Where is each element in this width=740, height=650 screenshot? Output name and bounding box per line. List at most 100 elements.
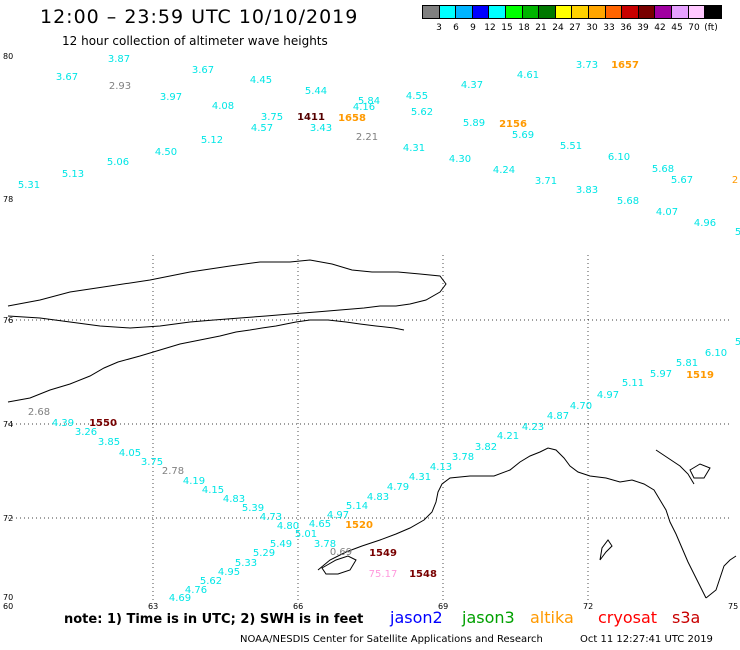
- coast-east: [705, 555, 737, 599]
- wave-height-label: 5.62: [411, 107, 433, 118]
- wave-height-label: 4.79: [387, 482, 409, 493]
- wave-height-label: 5.06: [107, 157, 129, 168]
- wave-height-label: 3.67: [192, 65, 214, 76]
- wave-height-label: 5: [735, 337, 740, 348]
- wave-height-label: 75.17: [369, 569, 398, 580]
- wave-height-label: 3.75: [261, 112, 283, 123]
- wave-height-label: 4.83: [223, 494, 245, 505]
- observations: 3.87 3.67 2.93 3.67 4.45 3.97 4.08 5.44 5.844.16…: [18, 54, 740, 604]
- wave-height-label: 3.83: [576, 185, 598, 196]
- sat-s3a: s3a: [672, 608, 701, 627]
- wave-height-label: 4.23: [522, 422, 544, 433]
- wave-height-label: 2.93: [109, 81, 131, 92]
- wave-height-label: 4.57: [251, 123, 273, 134]
- longitude-labels: 60 63 66 69 72 75: [3, 602, 738, 611]
- wave-height-label: 3.85: [98, 437, 120, 448]
- credit-line: NOAA/NESDIS Center for Satellite Applica…: [240, 634, 543, 645]
- wave-height-label: 2: [732, 175, 738, 186]
- page-subtitle: 12 hour collection of altimeter wave hei…: [62, 34, 328, 48]
- wave-height-label: 5.33: [235, 558, 257, 569]
- wave-height-label: 4.30: [449, 154, 471, 165]
- legend-swatch: [704, 5, 722, 19]
- wave-height-label: 4.31: [403, 143, 425, 154]
- wave-height-label: 4.55: [406, 91, 428, 102]
- legend-label: 12: [484, 23, 496, 33]
- wave-height-label: 2156: [499, 119, 527, 130]
- wave-height-label: 1411: [297, 112, 325, 123]
- wave-height-label: 5.39: [242, 503, 264, 514]
- wave-height-label: 4.13: [430, 462, 452, 473]
- legend-label: 15: [501, 23, 513, 33]
- legend-label: 33: [603, 23, 615, 33]
- wave-height-label: 1548: [409, 569, 437, 580]
- lon-label: 69: [438, 602, 448, 611]
- wave-height-label: 5.62: [200, 576, 222, 587]
- wave-height-label: 4.61: [517, 70, 539, 81]
- coast-peninsula-north: [7, 259, 447, 329]
- wave-height-label: 4.73: [260, 512, 282, 523]
- footer-note: note: 1) Time is in UTC; 2) SWH is in fe…: [64, 612, 364, 627]
- graticule: [8, 255, 732, 600]
- wave-height-label: 2.78: [162, 466, 184, 477]
- coast-peninsula-south: [7, 319, 405, 403]
- coast-east-2: [655, 449, 695, 485]
- wave-height-label: 1658: [338, 113, 366, 124]
- wave-height-label: 3.71: [535, 176, 557, 187]
- legend-label: 36: [620, 23, 632, 33]
- page-title: 12:00 – 23:59 UTC 10/10/2019: [40, 6, 359, 28]
- wave-height-label: 5.89: [463, 118, 485, 129]
- wave-height-label: 5.81: [676, 358, 698, 369]
- coast-island-3: [689, 463, 711, 479]
- wave-height-label: 5.29: [253, 548, 275, 559]
- wave-height-label: 3.43: [310, 123, 332, 134]
- wave-height-label: 4.39: [52, 418, 74, 429]
- legend-label: 39: [637, 23, 649, 33]
- generation-timestamp: Oct 11 12:27:41 UTC 2019: [580, 634, 713, 645]
- wave-height-label: 6.10: [705, 348, 727, 359]
- wave-height-label: 5.68: [652, 164, 674, 175]
- wave-height-label: 5.44: [305, 86, 327, 97]
- legend-label: 6: [453, 23, 459, 33]
- wave-height-label: 5.51: [560, 141, 582, 152]
- wave-height-label: 4.83: [367, 492, 389, 503]
- lat-label: 78: [3, 195, 13, 204]
- wave-height-label: 5.68: [617, 196, 639, 207]
- wave-height-label: 4.76: [185, 585, 207, 596]
- wave-height-label: 4.19: [183, 476, 205, 487]
- wave-height-label: 3.75: [141, 457, 163, 468]
- wave-height-label: 5.14: [346, 501, 368, 512]
- color-legend-labels: 3 6 9 12 15 18 21 24 27 30 33 36 39 42 45 70 (ft): [422, 23, 740, 35]
- wave-height-label: 4.16: [353, 102, 375, 113]
- wave-height-label: 4.45: [250, 75, 272, 86]
- wave-height-label: 4.70: [570, 401, 592, 412]
- wave-height-label: 4.96: [694, 218, 716, 229]
- wave-height-label: 5.69: [512, 130, 534, 141]
- legend-label: (ft): [704, 23, 718, 33]
- wave-height-label: 1520: [345, 520, 373, 531]
- wave-height-label: 3.87: [108, 54, 130, 65]
- wave-height-label: 4.24: [493, 165, 515, 176]
- legend-label: 45: [671, 23, 683, 33]
- coast-mainland: [317, 447, 707, 599]
- wave-height-label: 3.26: [75, 427, 97, 438]
- lon-label: 60: [3, 602, 13, 611]
- wave-height-label: 5.49: [270, 539, 292, 550]
- wave-height-label: 5.67: [671, 175, 693, 186]
- legend-label: 9: [470, 23, 476, 33]
- wave-height-label: 4.97: [327, 510, 349, 521]
- wave-height-label: 3.78: [452, 452, 474, 463]
- wave-height-label: 1657: [611, 60, 639, 71]
- legend-label: 18: [518, 23, 530, 33]
- wave-height-label: 4.37: [461, 80, 483, 91]
- wave-height-label: 1519: [686, 370, 714, 381]
- lon-label: 72: [583, 602, 593, 611]
- wave-height-label: 4.87: [547, 411, 569, 422]
- coastline: [7, 259, 737, 599]
- wave-height-label: 4.08: [212, 101, 234, 112]
- wave-height-label: 1550: [89, 418, 117, 429]
- wave-height-label: 5.97: [650, 369, 672, 380]
- wave-height-label: 4.07: [656, 207, 678, 218]
- wave-height-label: 2.21: [356, 132, 378, 143]
- sat-cryosat: cryosat: [598, 608, 658, 627]
